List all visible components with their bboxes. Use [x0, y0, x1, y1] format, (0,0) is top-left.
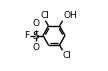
- Text: Cl: Cl: [40, 11, 49, 20]
- Text: F: F: [24, 31, 29, 40]
- Text: OH: OH: [63, 11, 77, 20]
- Text: O: O: [32, 43, 39, 52]
- Text: S: S: [32, 31, 39, 40]
- Text: O: O: [32, 19, 39, 28]
- Text: Cl: Cl: [63, 51, 72, 60]
